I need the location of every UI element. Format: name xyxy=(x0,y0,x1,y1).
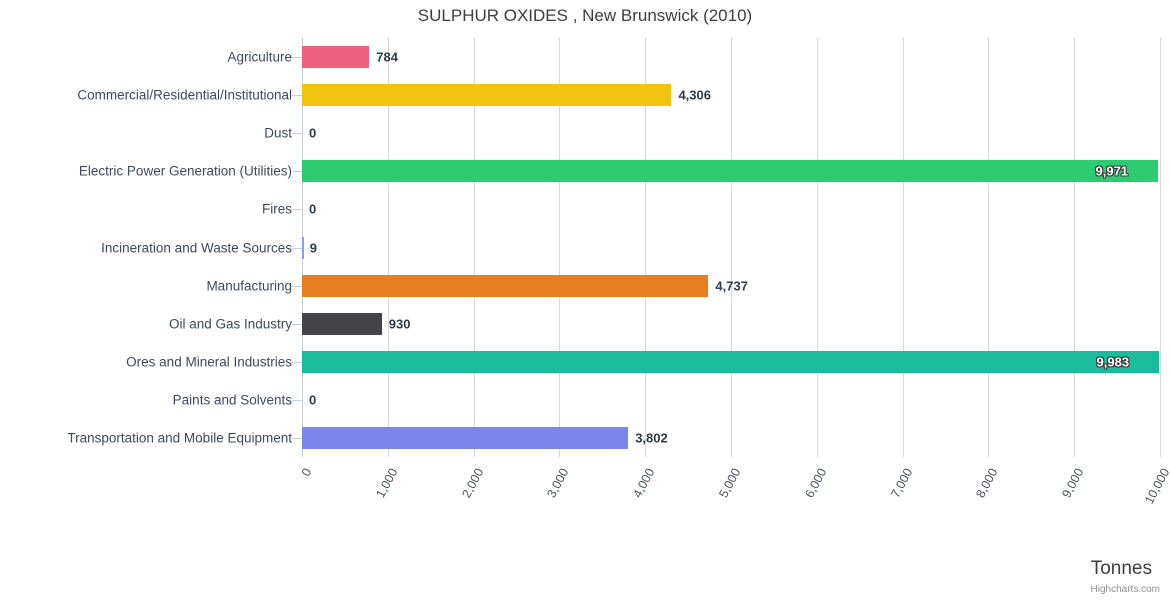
x-tick-label: 1,000 xyxy=(373,466,401,501)
bar[interactable] xyxy=(302,236,304,259)
bar[interactable] xyxy=(302,426,629,449)
bar[interactable] xyxy=(302,160,1158,183)
y-axis-tick xyxy=(292,133,302,134)
y-axis-tick xyxy=(292,362,302,363)
bar[interactable] xyxy=(302,312,382,335)
category-label: Incineration and Waste Sources xyxy=(101,240,292,255)
chart-title: SULPHUR OXIDES , New Brunswick (2010) xyxy=(417,6,753,25)
category-label: Paints and Solvents xyxy=(172,392,292,408)
category-label: Oil and Gas Industry xyxy=(168,316,292,332)
y-axis-tick xyxy=(292,438,302,439)
highcharts-credit: Highcharts.com xyxy=(1090,584,1160,595)
category-label: Ores and Mineral Industries xyxy=(126,354,292,370)
x-gridline xyxy=(387,38,389,457)
y-axis-tick xyxy=(292,324,302,325)
y-axis-tick xyxy=(292,95,302,96)
x-gridline xyxy=(902,38,904,457)
category-label: Dust xyxy=(264,125,292,141)
x-tick-label: 4,000 xyxy=(630,466,658,501)
x-gridline xyxy=(1074,38,1076,457)
bar-value-label: 4,306 xyxy=(678,87,711,103)
bar-value-label: 0 xyxy=(309,201,317,217)
category-label: Manufacturing xyxy=(206,278,292,294)
x-tick-label: 7,000 xyxy=(887,466,915,501)
bar-value-label: 9 xyxy=(309,240,317,255)
bar[interactable] xyxy=(302,274,709,297)
bar-value-label: 930 xyxy=(388,316,411,332)
bar[interactable] xyxy=(302,84,672,107)
x-tick-label: 6,000 xyxy=(802,466,830,501)
x-axis-title: Tonnes xyxy=(1090,558,1152,579)
bar-value-label: 3,802 xyxy=(635,430,668,446)
x-tick-label: 2,000 xyxy=(458,466,486,501)
y-axis-tick xyxy=(292,248,302,249)
y-axis-tick xyxy=(292,171,302,172)
y-axis-category-labels: Agriculture Commercial/Residential/Instit… xyxy=(0,0,292,600)
category-label: Fires xyxy=(262,201,292,217)
category-label: Agriculture xyxy=(227,49,292,65)
category-label: Electric Power Generation (Utilities) xyxy=(78,163,292,179)
x-tick-label: 10,000 xyxy=(1142,466,1170,507)
bar-value-label: 9,971 xyxy=(1095,163,1129,179)
x-tick-label: 9,000 xyxy=(1059,466,1087,501)
bar[interactable] xyxy=(302,46,370,69)
bar-value-label: 0 xyxy=(309,125,317,141)
y-axis-tick xyxy=(292,400,302,401)
x-gridline xyxy=(645,38,647,457)
x-tick-label: 8,000 xyxy=(973,466,1001,501)
category-label: Commercial/Residential/Institutional xyxy=(77,87,292,103)
x-gridline xyxy=(1160,38,1161,457)
bar-value-label: 4,737 xyxy=(715,278,748,294)
y-axis-tick xyxy=(292,57,302,58)
bar-value-label: 9,983 xyxy=(1096,354,1130,370)
bar-value-label: 784 xyxy=(376,49,398,65)
y-axis-tick xyxy=(292,286,302,287)
y-axis-tick xyxy=(292,209,302,210)
category-label: Transportation and Mobile Equipment xyxy=(67,430,292,446)
x-tick-label: 3,000 xyxy=(544,466,572,501)
x-gridline xyxy=(559,38,561,457)
x-gridline xyxy=(473,38,475,457)
x-gridline xyxy=(731,38,732,457)
x-tick-label: 5,000 xyxy=(716,466,744,501)
x-gridline xyxy=(988,38,990,457)
bar-value-label: 0 xyxy=(309,392,317,408)
x-gridline xyxy=(816,38,818,457)
bar[interactable] xyxy=(302,350,1159,373)
